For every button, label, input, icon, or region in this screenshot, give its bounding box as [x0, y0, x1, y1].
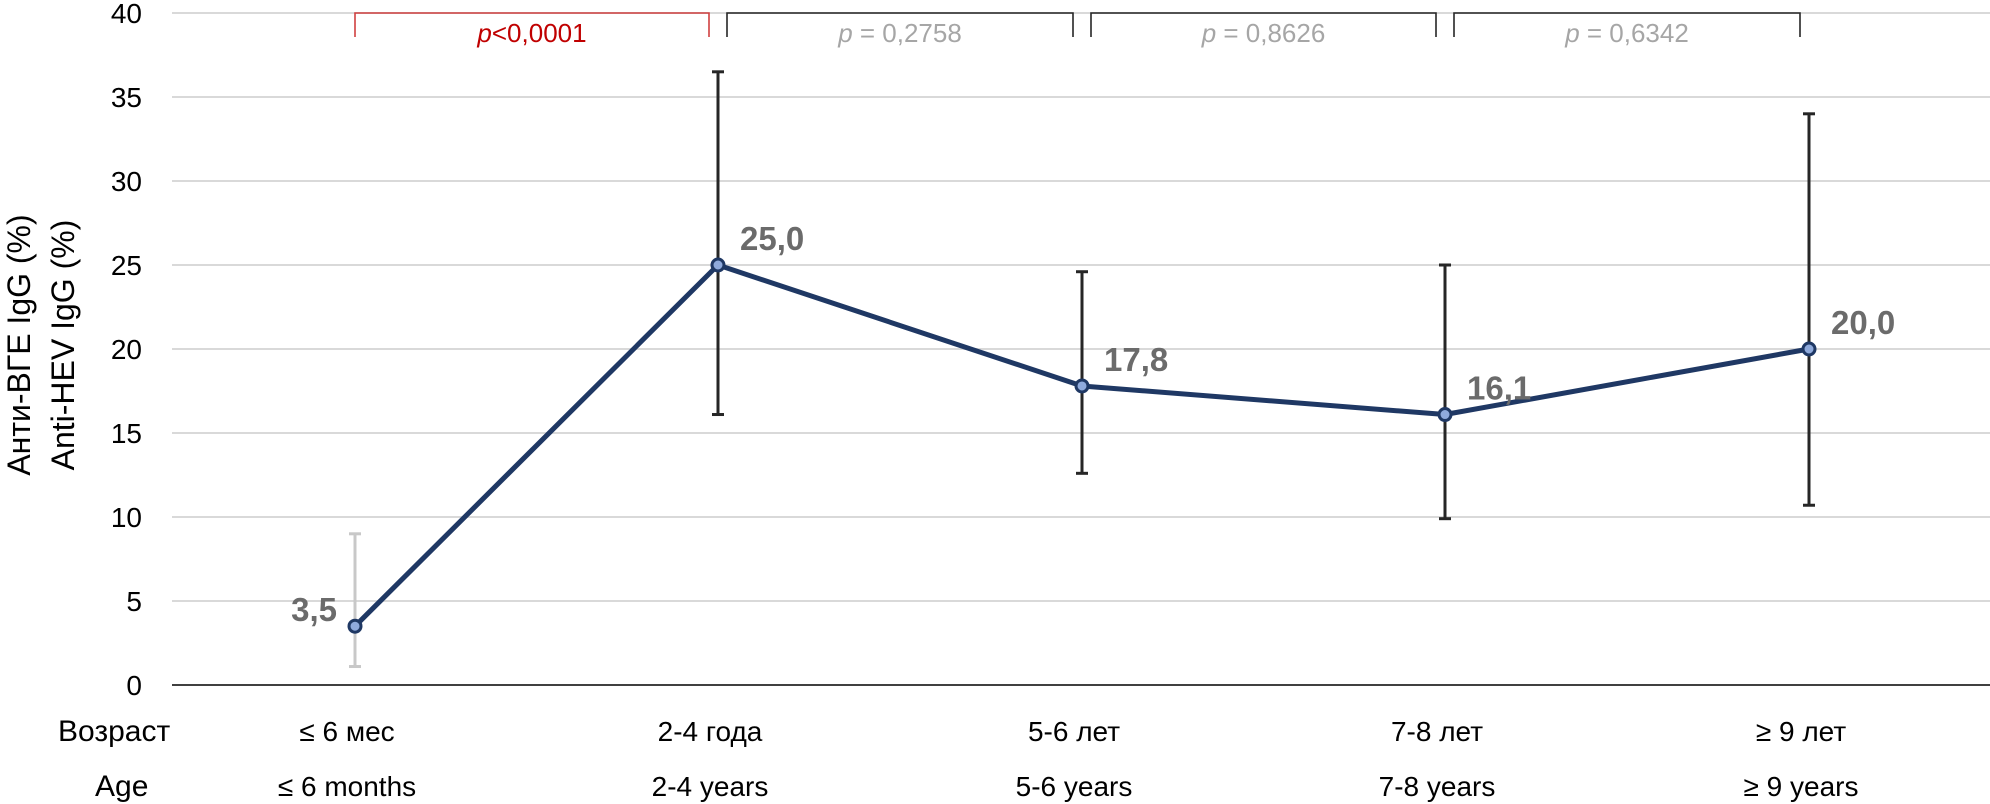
p-symbol: p [1564, 18, 1579, 48]
y-tick-label: 0 [126, 670, 142, 701]
p-symbol: p [1201, 18, 1216, 48]
p-value-label: p = 0,2758 [837, 18, 962, 48]
y-tick-label: 10 [111, 502, 142, 533]
category-label-en: 5-6 years [1016, 771, 1133, 802]
data-point [1801, 341, 1817, 357]
significance-brackets: p<0,0001 p = 0,2758 p = 0,8626 p = 0,6342 [354, 12, 1801, 48]
comparison-bracket [354, 12, 710, 37]
y-axis-label-ru: Анти-ВГЕ IgG (%) [1, 214, 37, 475]
y-tick-label: 30 [111, 166, 142, 197]
error-bar [349, 532, 361, 669]
p-value: = 0,8626 [1216, 18, 1325, 48]
category-label-ru: 5-6 лет [1028, 716, 1120, 747]
x-axis-categories: ≤ 6 мес ≤ 6 months 2-4 года 2-4 years 5-6 ле… [278, 716, 1859, 802]
y-tick-label: 25 [111, 250, 142, 281]
category-label-en: ≥ 9 years [1744, 771, 1859, 802]
error-bar [1076, 270, 1088, 475]
category-label-en: ≤ 6 months [278, 771, 416, 802]
data-labels: 3,5 25,0 17,8 16,1 20,0 [291, 220, 1895, 628]
p-symbol: p [476, 18, 491, 48]
data-point [1074, 378, 1090, 394]
y-axis-label-en: Anti-HEV IgG (%) [45, 220, 81, 471]
y-tick-label: 35 [111, 82, 142, 113]
data-markers [347, 257, 1817, 634]
data-label: 17,8 [1104, 341, 1168, 378]
category-label-ru: 7-8 лет [1391, 716, 1483, 747]
category-label-en: 7-8 years [1379, 771, 1496, 802]
data-point [710, 257, 726, 273]
p-value-label: p = 0,8626 [1201, 18, 1326, 48]
p-value: = 0,6342 [1580, 18, 1689, 48]
category-label-ru: ≤ 6 мес [299, 716, 394, 747]
category-label-ru: 2-4 года [658, 716, 763, 747]
y-axis-ticks: 0 5 10 15 20 25 30 35 40 [111, 0, 142, 701]
comparison-bracket [1453, 12, 1801, 37]
p-value-label: p<0,0001 [476, 18, 586, 48]
data-label: 3,5 [291, 591, 337, 628]
error-bar [712, 70, 724, 417]
p-value: <0,0001 [492, 18, 587, 48]
data-label: 25,0 [740, 220, 804, 257]
p-value: = 0,2758 [853, 18, 962, 48]
error-bar [1439, 263, 1451, 521]
y-tick-label: 5 [126, 586, 142, 617]
data-point [1437, 407, 1453, 423]
p-value-label: p = 0,6342 [1564, 18, 1689, 48]
row-label-ru: Возраст [58, 715, 170, 748]
category-label-ru: ≥ 9 лет [1756, 716, 1846, 747]
y-tick-label: 40 [111, 0, 142, 29]
error-bars [349, 70, 1815, 669]
data-point [347, 618, 363, 634]
y-tick-label: 20 [111, 334, 142, 365]
row-label-en: Age [95, 770, 148, 803]
comparison-bracket [726, 12, 1074, 37]
data-label: 16,1 [1467, 370, 1531, 407]
p-symbol: p [837, 18, 852, 48]
comparison-bracket [1090, 12, 1437, 37]
data-label: 20,0 [1831, 304, 1895, 341]
error-bar [1803, 112, 1815, 507]
y-tick-label: 15 [111, 418, 142, 449]
category-label-en: 2-4 years [652, 771, 769, 802]
